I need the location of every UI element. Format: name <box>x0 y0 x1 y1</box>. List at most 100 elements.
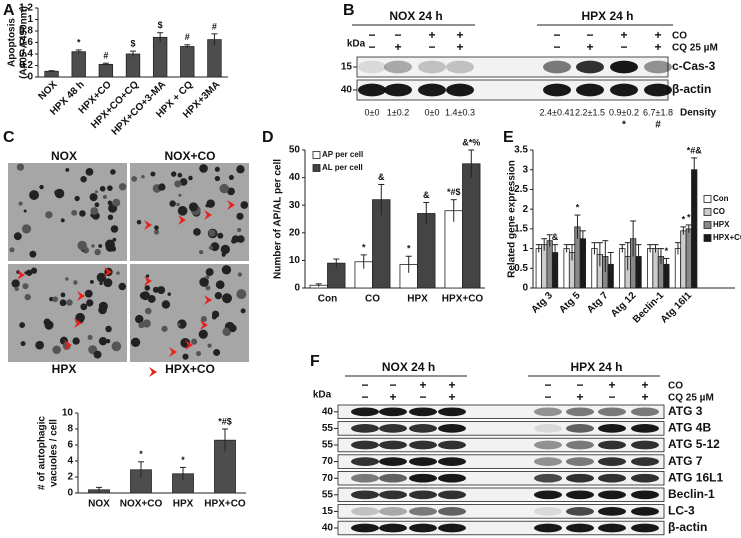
error-bar <box>663 257 670 271</box>
band <box>351 457 379 466</box>
error-bar <box>360 254 367 269</box>
em-vesicle <box>220 244 231 255</box>
band <box>566 407 594 417</box>
bar <box>71 51 86 78</box>
annotation: *#$ <box>218 416 232 426</box>
error-bar <box>541 238 548 251</box>
em-vesicle <box>228 174 234 181</box>
em-vesicle <box>222 327 231 336</box>
band <box>610 60 638 74</box>
error-bar <box>378 184 385 215</box>
band <box>566 440 594 450</box>
em-vesicle <box>161 300 171 309</box>
kda-marker: 70 <box>322 473 334 484</box>
band <box>543 83 571 97</box>
error-bar <box>423 201 430 225</box>
error-bar <box>657 248 664 265</box>
em-vesicle <box>59 299 67 307</box>
band <box>534 407 562 417</box>
y-tick-label: 2 <box>67 472 73 483</box>
cq-sign: − <box>368 40 375 54</box>
density-sig: * <box>622 120 626 131</box>
band <box>379 407 407 417</box>
density-value: 0±0 <box>425 107 440 117</box>
error-bar <box>130 50 136 57</box>
band <box>631 407 659 417</box>
error-bar <box>574 214 581 239</box>
y-tick-label: 0.6 <box>19 37 33 48</box>
kda-marker: 40 <box>322 523 334 534</box>
error-bar <box>138 461 144 478</box>
em-vesicle <box>214 166 220 172</box>
band <box>598 473 626 483</box>
em-vesicle <box>236 289 247 300</box>
em-vesicle <box>236 165 245 174</box>
x-tick-label: NOX <box>88 499 110 510</box>
band <box>566 457 594 466</box>
band <box>351 440 379 450</box>
y-axis-label: Number of AP/AL per cell <box>273 159 284 279</box>
density-value: 1±0.2 <box>387 107 409 117</box>
band <box>438 507 466 516</box>
y-tick-label: 8 <box>67 424 73 435</box>
y-tick-label: 2 <box>522 204 528 215</box>
band <box>351 424 379 433</box>
error-bar <box>685 224 692 233</box>
band <box>438 407 466 417</box>
error-bar <box>607 252 614 277</box>
row-label: CQ 25 µM <box>672 43 718 54</box>
em-vesicle <box>94 202 100 208</box>
band <box>379 424 407 433</box>
x-tick-label: HPX <box>407 294 428 305</box>
band <box>566 507 594 516</box>
x-tick-label: HPX <box>173 499 194 510</box>
band <box>534 457 562 466</box>
em-vesicle <box>23 209 27 213</box>
em-vesicle <box>215 280 225 290</box>
em-vesicle <box>136 219 142 225</box>
band <box>409 424 437 433</box>
legend-swatch <box>703 195 712 203</box>
error-bar <box>222 428 228 452</box>
cq-sign: + <box>654 40 661 54</box>
annotation: # <box>103 51 108 61</box>
bar <box>44 70 59 78</box>
y-axis-label: # of autophagic <box>37 416 48 490</box>
em-vesicle <box>188 175 193 181</box>
arrowhead <box>185 340 193 350</box>
em-vesicle <box>161 325 168 332</box>
band <box>409 507 437 516</box>
em-vesicle <box>176 202 180 207</box>
cq-sign: − <box>428 40 435 54</box>
band <box>598 523 626 533</box>
arrowhead <box>77 291 85 301</box>
band <box>631 490 659 500</box>
annotation: &*% <box>462 137 480 147</box>
panel-letter: A <box>3 2 15 19</box>
band <box>379 473 407 483</box>
em-vesicle <box>205 285 211 291</box>
band <box>409 407 437 417</box>
band <box>446 83 474 97</box>
em-vesicle <box>174 180 182 188</box>
row-name: c-Cas-3 <box>672 59 716 73</box>
band <box>379 490 407 500</box>
band <box>598 490 626 500</box>
em-vesicle <box>195 351 202 357</box>
density-value: 2.2±1.5 <box>575 107 605 117</box>
error-bar <box>647 244 654 253</box>
band <box>566 424 594 433</box>
error-bar <box>635 244 642 269</box>
band <box>409 523 437 533</box>
cq-sign: − <box>608 390 615 404</box>
em-vesicle <box>96 272 107 283</box>
em-vesicle <box>18 201 23 206</box>
kda-marker: 15 <box>322 506 334 517</box>
cq-sign: − <box>544 390 551 404</box>
band <box>631 507 659 516</box>
y-tick-label: 1.2 <box>19 3 33 14</box>
em-vesicle <box>86 299 94 307</box>
band <box>576 83 604 97</box>
x-tick-label: Con <box>318 294 337 305</box>
em-vesicle <box>21 224 32 234</box>
